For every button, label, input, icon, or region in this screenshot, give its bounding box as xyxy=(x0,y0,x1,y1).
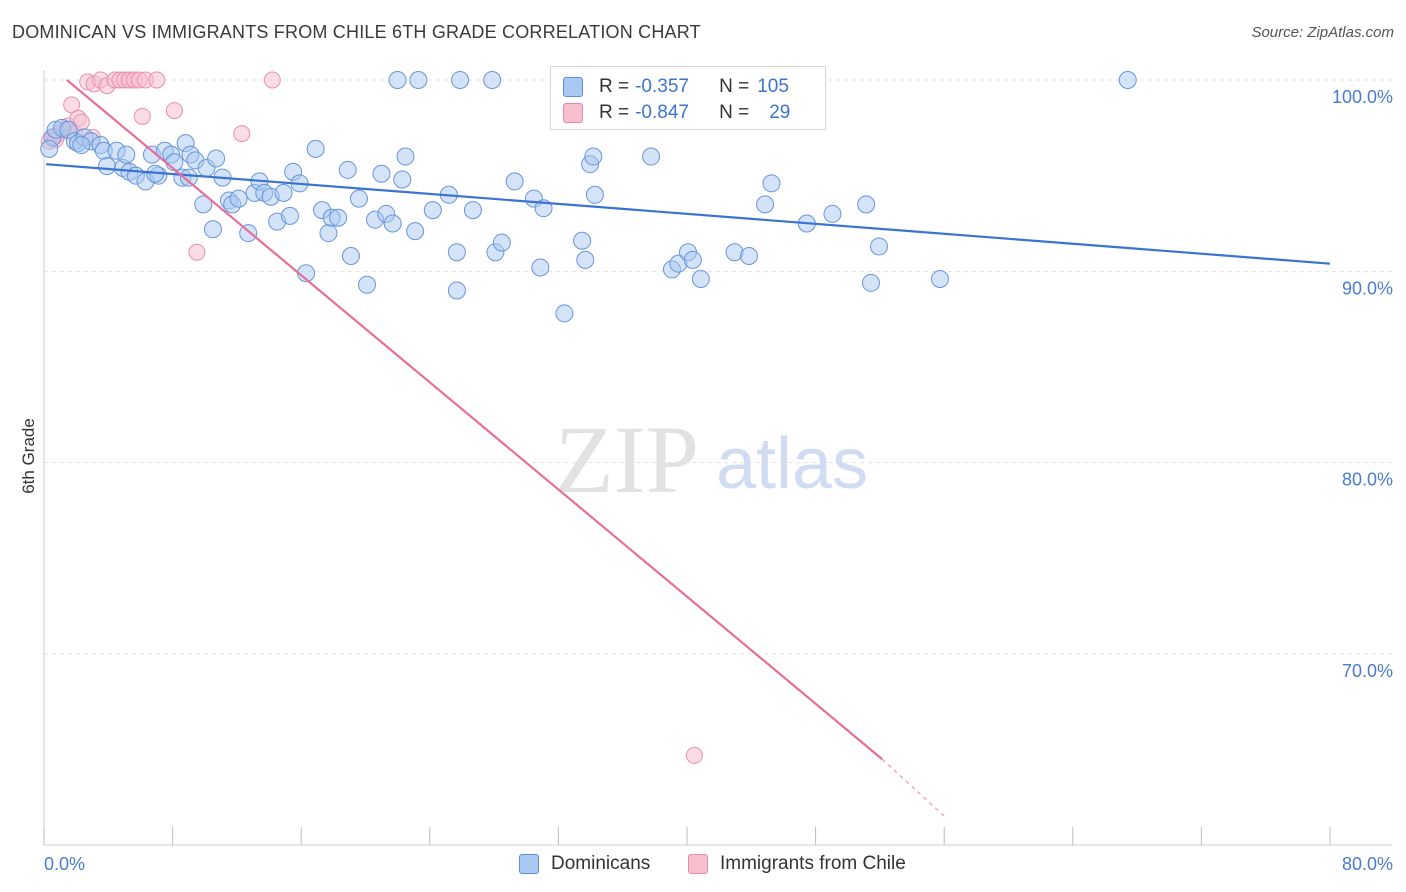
data-point-dominicans xyxy=(861,273,880,292)
data-point-dominicans xyxy=(463,201,482,220)
legend-row-chile: R = -0.847 N = 29 xyxy=(563,101,790,125)
legend-n-label: N = xyxy=(719,76,750,97)
x-tick-label: 0.0% xyxy=(44,854,85,874)
bottom-legend-label-dominicans: Dominicans xyxy=(551,853,651,874)
y-axis-title: 6th Grade xyxy=(19,418,38,494)
data-point-dominicans xyxy=(383,214,402,233)
data-point-dominicans xyxy=(194,195,213,214)
legend-swatch-pink xyxy=(563,103,583,123)
data-point-dominicans xyxy=(338,160,357,179)
data-point-dominicans xyxy=(642,147,661,166)
data-point-dominicans xyxy=(388,71,407,89)
bottom-legend-swatch-pink xyxy=(688,854,708,874)
legend-r-value: -0.357 xyxy=(635,76,689,97)
data-point-dominicans xyxy=(531,258,550,277)
trend-line-chile-extension xyxy=(881,758,946,818)
data-point-dominicans xyxy=(930,269,949,288)
data-point-chile xyxy=(148,71,166,89)
legend-r-label: R = xyxy=(599,76,630,97)
watermark: ZIP atlas xyxy=(555,406,868,513)
bottom-legend-chile: Immigrants from Chile xyxy=(688,852,906,876)
y-tick-label: 100.0% xyxy=(1332,87,1393,107)
data-point-dominicans xyxy=(179,168,198,187)
bottom-legend-dominicans: Dominicans xyxy=(519,852,650,876)
watermark-atlas: atlas xyxy=(716,424,868,504)
data-point-dominicans xyxy=(97,157,116,176)
data-point-dominicans xyxy=(72,136,91,155)
data-point-dominicans xyxy=(857,195,876,214)
source-label: Source: ZipAtlas.com xyxy=(1251,24,1394,41)
legend-n-value: 105 xyxy=(757,76,789,97)
data-point-dominicans xyxy=(306,139,325,158)
axes xyxy=(43,70,1392,846)
data-point-dominicans xyxy=(447,281,466,300)
data-point-dominicans xyxy=(492,233,511,252)
bottom-legend-swatch-blue xyxy=(519,854,539,874)
trend-line-dominicans xyxy=(45,163,1331,265)
data-point-dominicans xyxy=(117,145,136,164)
data-point-dominicans xyxy=(756,195,775,214)
data-point-dominicans xyxy=(576,250,595,269)
data-point-dominicans xyxy=(762,174,781,193)
data-point-chile xyxy=(133,107,151,125)
grid-lines xyxy=(44,79,1392,655)
y-tick-label: 70.0% xyxy=(1342,661,1393,681)
data-point-dominicans xyxy=(423,201,442,220)
data-point-dominicans xyxy=(207,149,226,168)
data-point-dominicans xyxy=(203,220,222,239)
data-point-dominicans xyxy=(1118,71,1137,89)
data-point-chile xyxy=(685,746,703,764)
data-point-dominicans xyxy=(585,185,604,204)
tick-labels: 70.0% 80.0% 90.0% 100.0% 0.0% 80.0% xyxy=(44,87,1393,874)
data-point-chile xyxy=(233,125,251,143)
x-tick-label: 80.0% xyxy=(1342,854,1393,874)
series-dominicans-points xyxy=(40,71,1137,323)
trend-lines xyxy=(45,79,1331,818)
data-point-dominicans xyxy=(358,275,376,294)
data-point-dominicans xyxy=(683,250,702,269)
legend-r-label: R = xyxy=(599,102,630,123)
data-point-dominicans xyxy=(451,71,470,89)
data-point-dominicans xyxy=(483,71,502,89)
legend-r-value: -0.847 xyxy=(635,102,689,123)
data-point-dominicans xyxy=(349,189,368,208)
data-point-dominicans xyxy=(739,247,758,266)
data-point-dominicans xyxy=(229,189,248,208)
data-point-dominicans xyxy=(280,206,299,225)
data-point-dominicans xyxy=(584,147,603,166)
data-point-dominicans xyxy=(396,147,415,166)
watermark-zip: ZIP xyxy=(555,406,699,513)
correlation-legend: R = -0.357 N = 105 R = -0.847 N = 29 xyxy=(550,66,826,130)
legend-row-dominicans: R = -0.357 N = 105 xyxy=(563,75,789,99)
data-point-chile xyxy=(188,243,206,261)
y-tick-label: 80.0% xyxy=(1342,470,1393,490)
data-point-dominicans xyxy=(372,164,391,183)
legend-swatch-blue xyxy=(563,77,583,97)
data-point-dominicans xyxy=(409,71,428,89)
data-point-dominicans xyxy=(823,204,842,223)
legend-n-label: N = xyxy=(719,102,750,123)
data-point-dominicans xyxy=(691,269,710,288)
data-point-dominicans xyxy=(40,139,59,158)
data-point-chile xyxy=(165,102,183,120)
data-point-dominicans xyxy=(406,222,425,241)
data-point-dominicans xyxy=(555,304,574,323)
data-point-dominicans xyxy=(393,170,412,189)
data-point-dominicans xyxy=(505,172,524,191)
data-point-dominicans xyxy=(869,237,888,256)
data-point-dominicans xyxy=(274,183,293,202)
data-point-dominicans xyxy=(447,243,466,262)
data-point-dominicans xyxy=(329,208,348,227)
trend-line-chile xyxy=(66,79,883,761)
data-point-dominicans xyxy=(341,247,360,266)
chart-title: DOMINICAN VS IMMIGRANTS FROM CHILE 6TH G… xyxy=(12,22,701,42)
data-point-dominicans xyxy=(573,231,592,250)
data-point-dominicans xyxy=(319,224,338,243)
data-point-chile xyxy=(263,71,281,89)
bottom-legend-label-chile: Immigrants from Chile xyxy=(720,853,906,874)
y-tick-label: 90.0% xyxy=(1342,278,1393,298)
legend-n-value: 29 xyxy=(769,102,791,123)
